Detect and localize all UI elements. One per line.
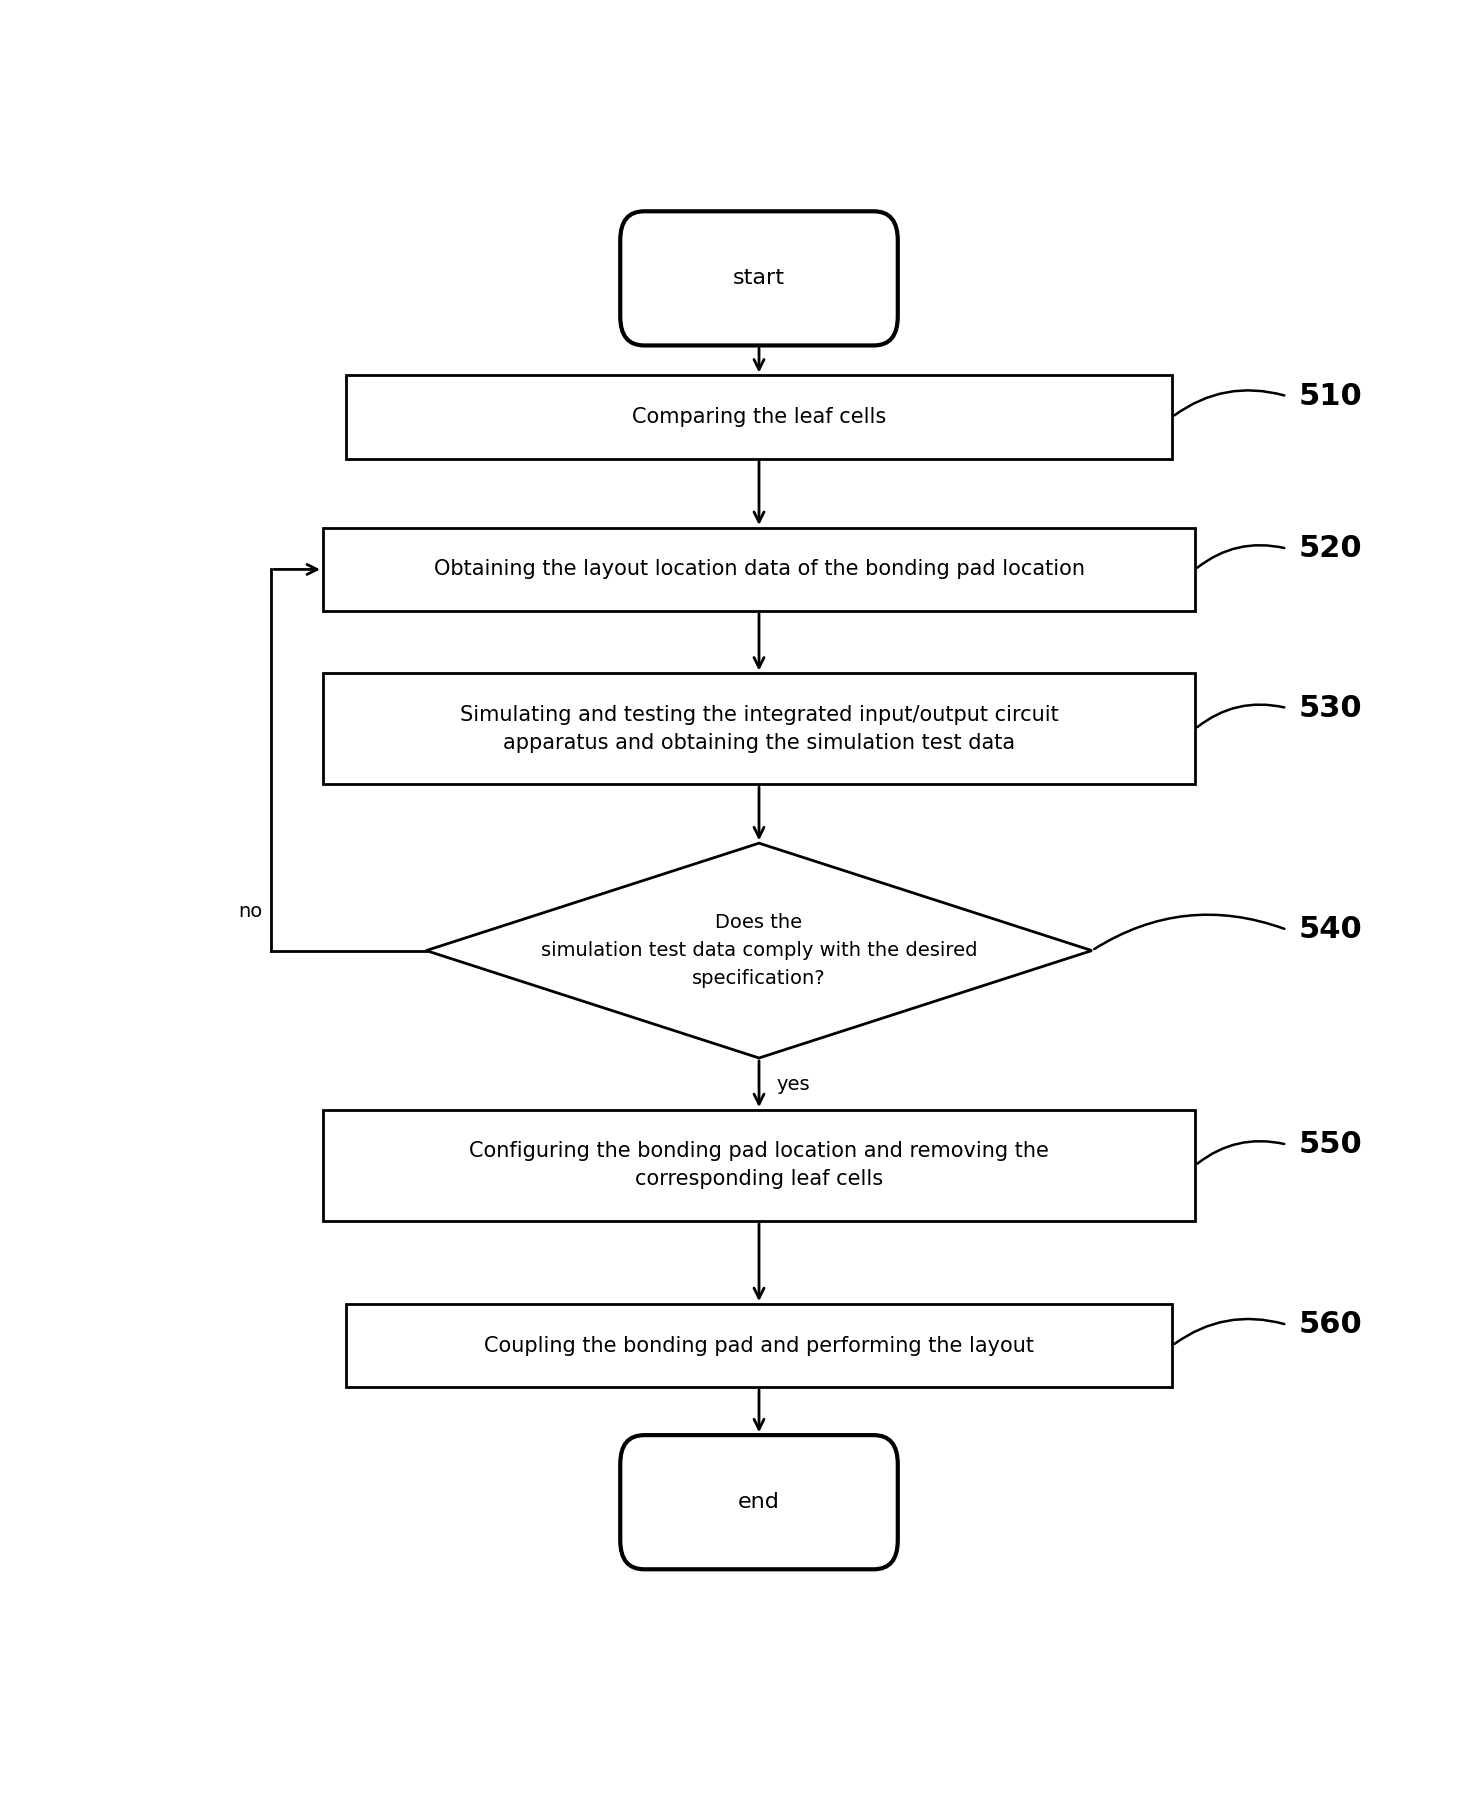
Text: start: start: [733, 268, 785, 288]
Text: no: no: [238, 902, 262, 922]
Text: Simulating and testing the integrated input/output circuit
apparatus and obtaini: Simulating and testing the integrated in…: [459, 706, 1059, 752]
Text: Does the
simulation test data comply with the desired
specification?: Does the simulation test data comply wit…: [541, 913, 977, 988]
Text: Coupling the bonding pad and performing the layout: Coupling the bonding pad and performing …: [484, 1336, 1034, 1355]
Bar: [347, 1303, 1173, 1388]
Bar: [323, 527, 1195, 610]
Polygon shape: [427, 842, 1091, 1058]
Text: 530: 530: [1299, 693, 1363, 722]
Text: Configuring the bonding pad location and removing the
corresponding leaf cells: Configuring the bonding pad location and…: [469, 1141, 1049, 1190]
Bar: [347, 376, 1173, 459]
Text: 540: 540: [1299, 914, 1363, 945]
Bar: [323, 673, 1195, 785]
Text: yes: yes: [776, 1075, 810, 1094]
Text: 510: 510: [1299, 382, 1363, 410]
Text: end: end: [738, 1492, 780, 1512]
Text: Obtaining the layout location data of the bonding pad location: Obtaining the layout location data of th…: [434, 560, 1084, 580]
Text: 550: 550: [1299, 1130, 1363, 1159]
FancyBboxPatch shape: [621, 211, 897, 346]
Bar: [323, 1111, 1195, 1220]
FancyBboxPatch shape: [621, 1435, 897, 1570]
Text: 560: 560: [1299, 1310, 1363, 1339]
Text: 520: 520: [1299, 535, 1363, 563]
Text: Comparing the leaf cells: Comparing the leaf cells: [632, 407, 886, 427]
